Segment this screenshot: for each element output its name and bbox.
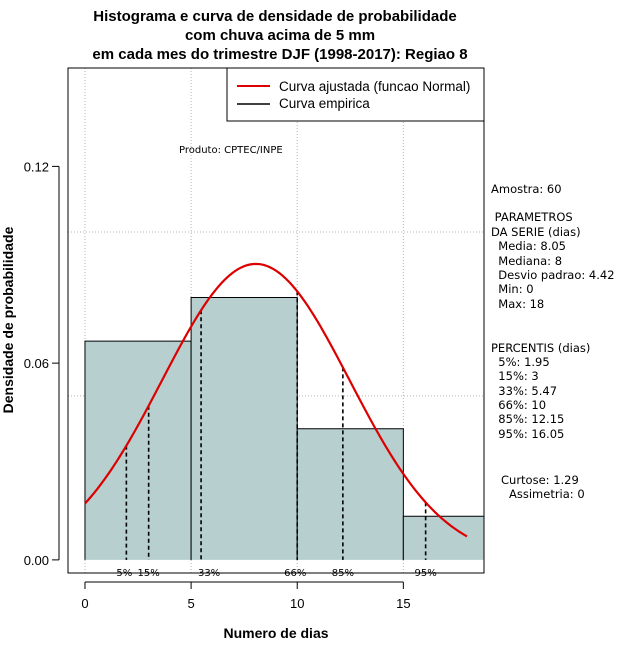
percentis-title: PERCENTIS (dias) (491, 341, 590, 355)
histogram-bar (191, 297, 298, 560)
product-label: Produto: CPTEC/INPE (179, 145, 283, 156)
title-line-2: com chuva acima de 5 mm (185, 27, 375, 44)
legend: Curva ajustada (funcao Normal) Curva emp… (226, 67, 485, 122)
param-max: Max: 18 (491, 297, 544, 311)
histogram-bar (84, 341, 192, 560)
percentil-33: 33%: 5.47 (491, 384, 557, 398)
normal-curve-layer (84, 262, 468, 538)
percentil-5: 5%: 1.95 (491, 355, 550, 369)
legend-box (226, 67, 485, 122)
y-tick-label: 0.06 (24, 356, 49, 371)
normal-fit-curve (84, 262, 468, 538)
y-axis-label: Densidade de probabilidade (0, 226, 16, 413)
params-title-2: DA SERIE (dias) (491, 225, 581, 239)
histogram-bar (297, 428, 404, 560)
legend-label-normal: Curva ajustada (funcao Normal) (279, 79, 470, 94)
curtose: Curtose: 1.29 (501, 473, 579, 487)
x-tick-label: 5 (187, 596, 194, 611)
stats-panel: Amostra: 60 PARAMETROS DA SERIE (dias) M… (491, 182, 615, 501)
param-median: Mediana: 8 (491, 254, 562, 268)
percentil-85: 85%: 12.15 (491, 412, 564, 426)
x-tick-label: 10 (290, 596, 304, 611)
percentil-66: 66%: 10 (491, 398, 546, 412)
param-min: Min: 0 (491, 282, 534, 296)
param-mean: Media: 8.05 (491, 239, 566, 253)
histogram-bars (84, 297, 485, 560)
legend-label-empirical: Curva empirica (279, 96, 370, 111)
histogram-bar (403, 516, 484, 560)
y-tick-label: 0.12 (24, 159, 49, 174)
x-axis-label: Numero de dias (223, 625, 328, 641)
percentil-15: 15%: 3 (491, 369, 539, 383)
axes: 0 5 10 15 0.00 0.06 0.12 (24, 159, 411, 611)
percentil-95: 95%: 16.05 (491, 427, 564, 441)
param-sd: Desvio padrao: 4.42 (491, 268, 615, 282)
title-line-3: em cada mes do trimestre DJF (1998-2017)… (92, 46, 467, 63)
chart-title: Histograma e curva de densidade de proba… (92, 8, 467, 63)
assimetria: Assimetria: 0 (509, 487, 585, 501)
params-title-1: PARAMETROS (491, 210, 573, 224)
x-tick-label: 15 (396, 596, 410, 611)
x-tick-label: 0 (81, 596, 88, 611)
sample-size: Amostra: 60 (491, 182, 562, 196)
title-line-1: Histograma e curva de densidade de proba… (93, 8, 456, 25)
histogram-bar-outline (296, 428, 404, 560)
y-tick-label: 0.00 (24, 553, 49, 568)
